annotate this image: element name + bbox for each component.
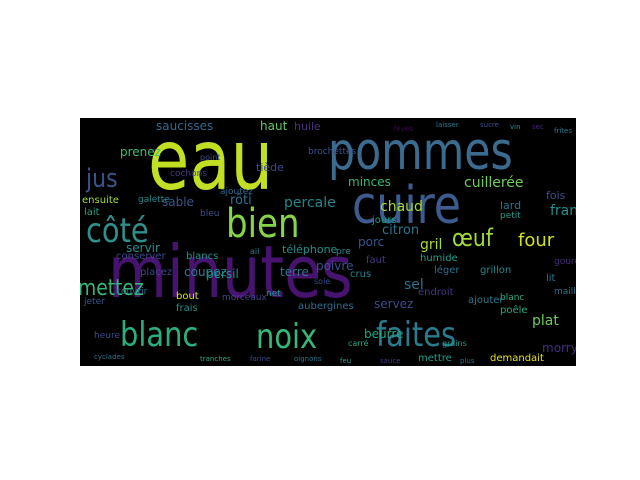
word: mettez bbox=[80, 276, 144, 301]
word: placez bbox=[140, 267, 173, 278]
word: vin bbox=[510, 123, 521, 131]
word: prenez bbox=[120, 145, 161, 159]
word: léger bbox=[434, 265, 460, 276]
word: bleu bbox=[200, 209, 220, 219]
word: saucisses bbox=[156, 119, 214, 133]
word: jeter bbox=[84, 297, 105, 307]
word: plat bbox=[532, 313, 559, 329]
word: grains bbox=[442, 339, 467, 348]
word: carré bbox=[348, 339, 369, 348]
word: grillon bbox=[480, 265, 512, 276]
word: servir bbox=[126, 241, 160, 255]
word: lit bbox=[546, 273, 556, 284]
word: coupez bbox=[184, 265, 227, 279]
word: mailles bbox=[554, 287, 576, 297]
word: téléphone bbox=[282, 243, 338, 256]
word: persil bbox=[206, 267, 239, 281]
word: humide bbox=[420, 253, 458, 264]
word: faites bbox=[376, 315, 457, 355]
word: sec bbox=[532, 123, 544, 131]
word: jus bbox=[86, 164, 118, 194]
word: percale bbox=[284, 195, 336, 211]
word: couvrir bbox=[116, 287, 148, 297]
word: porc bbox=[358, 235, 385, 249]
word: faut bbox=[366, 255, 386, 266]
word: conserver bbox=[116, 251, 166, 262]
word: petit bbox=[500, 211, 521, 221]
word: ail bbox=[250, 247, 260, 256]
word: oignons bbox=[294, 355, 322, 363]
word: demandait bbox=[490, 353, 544, 364]
word: fèves bbox=[394, 125, 413, 133]
word: fois bbox=[546, 189, 566, 202]
word: huile bbox=[294, 120, 321, 133]
word: bout bbox=[176, 291, 199, 302]
word: pommes bbox=[328, 122, 513, 182]
word: morceaux bbox=[222, 293, 267, 303]
word: terre bbox=[280, 265, 309, 279]
word: aubergines bbox=[298, 301, 354, 312]
word: citron bbox=[382, 223, 420, 238]
word: gourdin bbox=[554, 257, 576, 267]
word: cochons bbox=[170, 169, 208, 179]
word: noix bbox=[256, 317, 318, 357]
word: ajoutez bbox=[220, 187, 254, 197]
word: œuf bbox=[452, 224, 493, 252]
word: minutes bbox=[108, 230, 353, 314]
word: point bbox=[200, 153, 221, 162]
word: mettre bbox=[418, 353, 452, 364]
word: blancs bbox=[186, 251, 219, 262]
word: servez bbox=[374, 297, 414, 311]
word: rôti bbox=[230, 193, 252, 208]
word: minces bbox=[348, 175, 391, 189]
word: gril bbox=[420, 237, 443, 253]
word: tranches bbox=[200, 355, 231, 363]
word: morry bbox=[542, 341, 576, 355]
word: laisser bbox=[436, 121, 459, 129]
word: endroit bbox=[418, 287, 454, 298]
word: blanc bbox=[120, 315, 199, 355]
word: sucre bbox=[480, 121, 499, 129]
word: lard bbox=[500, 199, 522, 212]
word: chaud bbox=[380, 199, 423, 215]
word: galette bbox=[138, 195, 170, 205]
word: eau bbox=[148, 118, 274, 209]
word: tiède bbox=[256, 161, 284, 174]
word: jours bbox=[372, 215, 397, 226]
word: pre bbox=[336, 247, 351, 257]
word: ajouter bbox=[468, 295, 504, 306]
word: frais bbox=[176, 303, 198, 314]
word: sauce bbox=[380, 357, 401, 365]
word: heure bbox=[94, 331, 120, 341]
word: bien bbox=[226, 201, 300, 247]
word: farine bbox=[250, 355, 271, 363]
word: brochettes bbox=[308, 147, 357, 157]
word: blanc bbox=[500, 293, 525, 303]
word: crus bbox=[350, 269, 372, 280]
word: plus bbox=[460, 357, 475, 365]
word: poêle bbox=[500, 305, 528, 316]
word: net bbox=[266, 289, 281, 299]
word-cloud: minutes eau pommes cuire bien côté blanc… bbox=[80, 118, 576, 366]
word: haut bbox=[260, 119, 288, 133]
word: côté bbox=[86, 211, 149, 251]
word: four bbox=[518, 230, 555, 251]
word: franges bbox=[550, 203, 576, 219]
word: frites bbox=[554, 127, 572, 135]
word: cuillerée bbox=[464, 175, 524, 191]
word: poivre bbox=[316, 259, 354, 273]
word: beurre bbox=[364, 327, 404, 341]
word: sole bbox=[314, 277, 331, 286]
word: feu bbox=[340, 357, 352, 365]
word: cuire bbox=[352, 176, 461, 236]
word: ensuite bbox=[82, 195, 119, 206]
word: lait bbox=[84, 207, 100, 218]
word: cyclades bbox=[94, 353, 125, 361]
word: sel bbox=[404, 277, 424, 293]
word: sable bbox=[162, 195, 194, 209]
